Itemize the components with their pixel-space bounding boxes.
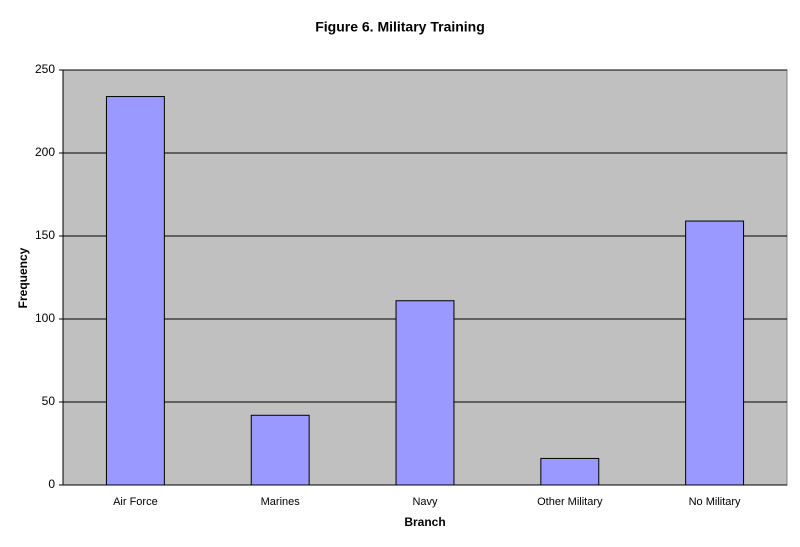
y-tick-label: 200	[35, 145, 55, 159]
bar	[105, 96, 165, 486]
chart-title: Figure 6. Military Training	[315, 19, 485, 35]
bar	[395, 300, 455, 486]
x-tick-label: Navy	[412, 496, 438, 508]
y-tick-label: 250	[35, 62, 55, 76]
bar	[685, 220, 745, 486]
x-tick-label: Air Force	[113, 496, 158, 508]
x-tick-label: Marines	[261, 496, 301, 508]
x-tick-label: No Military	[689, 496, 741, 508]
y-tick-label: 100	[35, 311, 55, 325]
bar	[250, 414, 310, 486]
x-tick-label: Other Military	[537, 496, 603, 508]
y-tick-label: 0	[48, 477, 55, 491]
y-tick-label: 150	[35, 228, 55, 242]
y-axis-title: Frequency	[16, 247, 30, 308]
y-tick-label: 50	[42, 394, 56, 408]
bar	[540, 457, 600, 486]
x-axis-title: Branch	[404, 515, 445, 529]
